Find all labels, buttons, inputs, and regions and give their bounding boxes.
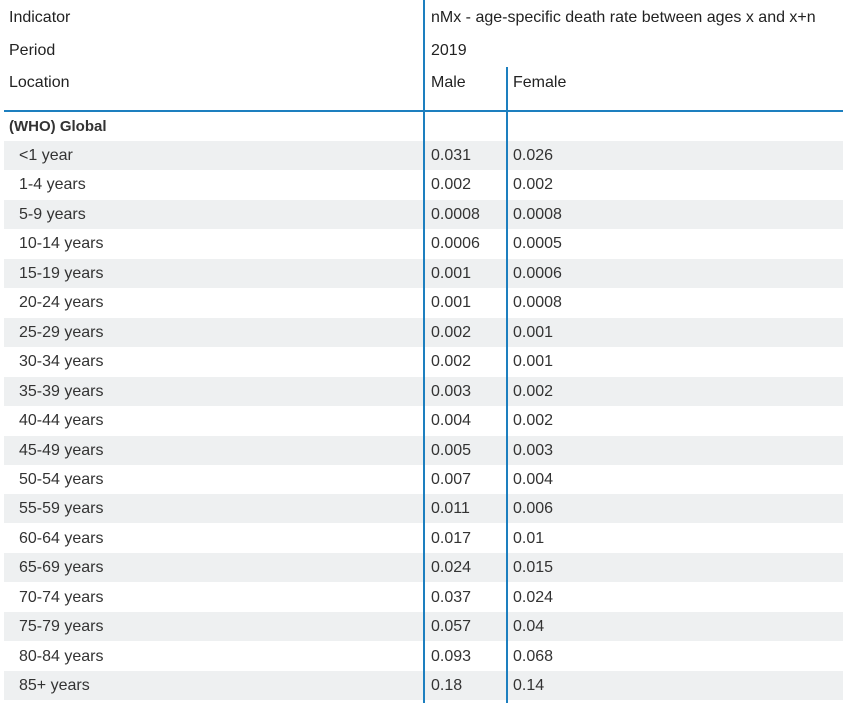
table-row: 60-64 years 0.017 0.01 (4, 524, 843, 553)
table-row: 30-34 years 0.002 0.001 (4, 347, 843, 376)
female-value-cell: 0.0008 (513, 294, 562, 312)
age-group-cell: 40-44 years (19, 412, 104, 430)
male-value-cell: 0.007 (431, 470, 472, 488)
age-group-cell: 85+ years (19, 677, 90, 695)
location-label: Location (9, 74, 70, 91)
period-value: 2019 (431, 42, 467, 59)
age-group-cell: 1-4 years (19, 176, 86, 194)
age-group-cell: 35-39 years (19, 382, 104, 400)
female-value-cell: 0.002 (513, 176, 554, 194)
female-value-cell: 0.04 (513, 618, 545, 636)
age-group-cell: 10-14 years (19, 235, 104, 253)
female-value-cell: 0.024 (513, 588, 554, 606)
age-group-cell: 20-24 years (19, 294, 104, 312)
female-value-cell: 0.01 (513, 529, 545, 547)
column-divider-male (423, 0, 425, 703)
female-value-cell: 0.068 (513, 647, 554, 665)
table-row: 1-4 years 0.002 0.002 (4, 170, 843, 199)
age-group-cell: 30-34 years (19, 353, 104, 371)
female-value-cell: 0.0008 (513, 205, 562, 223)
female-value-cell: 0.001 (513, 353, 554, 371)
male-value-cell: 0.0006 (431, 235, 480, 253)
age-group-cell: 15-19 years (19, 264, 104, 282)
age-group-cell: 75-79 years (19, 618, 104, 636)
female-value-cell: 0.004 (513, 470, 554, 488)
male-value-cell: 0.001 (431, 294, 472, 312)
age-group-cell: 55-59 years (19, 500, 104, 518)
male-value-cell: 0.002 (431, 353, 472, 371)
male-value-cell: 0.002 (431, 323, 472, 341)
indicator-label: Indicator (9, 9, 71, 26)
period-label: Period (9, 42, 56, 59)
female-value-cell: 0.003 (513, 441, 554, 459)
male-value-cell: 0.024 (431, 559, 472, 577)
age-group-cell: 60-64 years (19, 529, 104, 547)
male-value-cell: 0.004 (431, 412, 472, 430)
age-group-cell: 65-69 years (19, 559, 104, 577)
table-row: 70-74 years 0.037 0.024 (4, 583, 843, 612)
column-divider-female (506, 67, 508, 703)
group-title: (WHO) Global (9, 118, 107, 135)
age-group-cell: 70-74 years (19, 588, 104, 606)
column-header-female[interactable]: Female (513, 74, 567, 91)
female-value-cell: 0.14 (513, 677, 545, 695)
age-group-cell: 50-54 years (19, 470, 104, 488)
male-value-cell: 0.001 (431, 264, 472, 282)
female-value-cell: 0.001 (513, 323, 554, 341)
male-value-cell: 0.005 (431, 441, 472, 459)
male-value-cell: 0.093 (431, 647, 472, 665)
table-row: 50-54 years 0.007 0.004 (4, 465, 843, 494)
table-row: 20-24 years 0.001 0.0008 (4, 288, 843, 317)
female-value-cell: 0.015 (513, 559, 554, 577)
male-value-cell: 0.031 (431, 147, 472, 164)
female-value-cell: 0.002 (513, 382, 554, 400)
male-value-cell: 0.017 (431, 529, 472, 547)
female-value-cell: 0.006 (513, 500, 554, 518)
table-row: 40-44 years 0.004 0.002 (4, 406, 843, 435)
age-group-cell: 45-49 years (19, 441, 104, 459)
table-row: 10-14 years 0.0006 0.0005 (4, 229, 843, 258)
male-value-cell: 0.002 (431, 176, 472, 194)
male-value-cell: 0.011 (431, 500, 470, 518)
male-value-cell: 0.057 (431, 618, 472, 636)
male-value-cell: 0.037 (431, 588, 472, 606)
age-group-cell: 80-84 years (19, 647, 104, 665)
female-value-cell: 0.002 (513, 412, 554, 430)
male-value-cell: 0.0008 (431, 205, 480, 223)
female-value-cell: 0.0006 (513, 264, 562, 282)
female-value-cell: 0.026 (513, 147, 554, 164)
indicator-value: nMx - age-specific death rate between ag… (431, 9, 816, 26)
column-header-male[interactable]: Male (431, 74, 466, 91)
age-group-cell: 25-29 years (19, 323, 104, 341)
male-value-cell: 0.18 (431, 677, 463, 695)
age-group-cell: 5-9 years (19, 205, 86, 223)
age-group-cell: <1 year (19, 147, 73, 164)
female-value-cell: 0.0005 (513, 235, 562, 253)
table-row: 80-84 years 0.093 0.068 (4, 642, 843, 671)
male-value-cell: 0.003 (431, 382, 472, 400)
